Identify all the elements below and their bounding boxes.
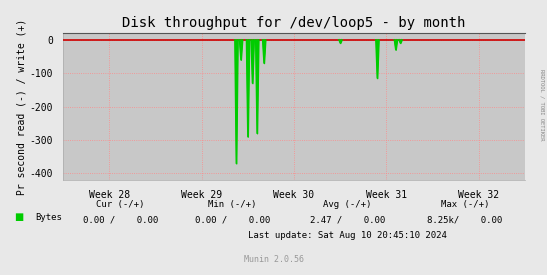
Text: RRDTOOL / TOBI OETIKER: RRDTOOL / TOBI OETIKER — [539, 69, 544, 140]
Text: 0.00 /    0.00: 0.00 / 0.00 — [195, 216, 270, 224]
Text: Max (-/+): Max (-/+) — [441, 200, 489, 209]
Text: Bytes: Bytes — [36, 213, 62, 222]
Text: Munin 2.0.56: Munin 2.0.56 — [243, 255, 304, 264]
Title: Disk throughput for /dev/loop5 - by month: Disk throughput for /dev/loop5 - by mont… — [123, 16, 465, 31]
Text: 2.47 /    0.00: 2.47 / 0.00 — [310, 216, 385, 224]
Text: 0.00 /    0.00: 0.00 / 0.00 — [83, 216, 158, 224]
Text: Cur (-/+): Cur (-/+) — [96, 200, 144, 209]
Text: Avg (-/+): Avg (-/+) — [323, 200, 371, 209]
Text: Min (-/+): Min (-/+) — [208, 200, 257, 209]
Text: 8.25k/    0.00: 8.25k/ 0.00 — [427, 216, 503, 224]
Text: ■: ■ — [14, 212, 23, 222]
Text: Last update: Sat Aug 10 20:45:10 2024: Last update: Sat Aug 10 20:45:10 2024 — [248, 231, 447, 240]
Y-axis label: Pr second read (-) / write (+): Pr second read (-) / write (+) — [17, 18, 27, 195]
